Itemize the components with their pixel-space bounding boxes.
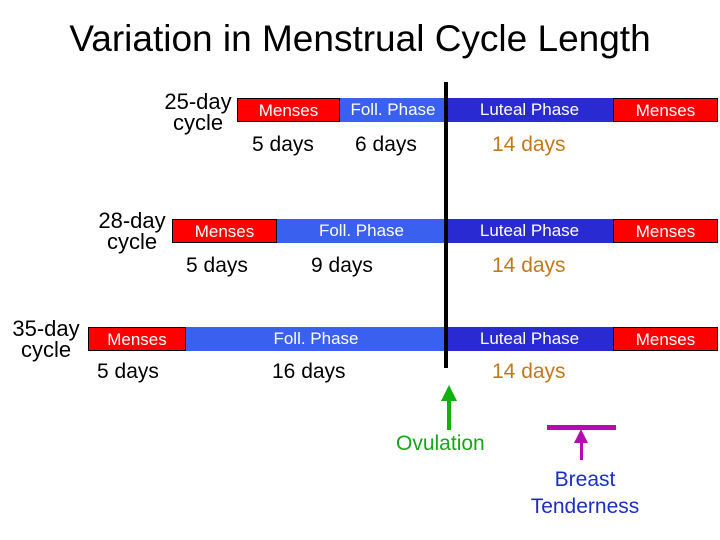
cycle-label-28: 28-day cycle <box>92 208 172 254</box>
luteal-bar-28: Luteal Phase <box>446 219 613 243</box>
breast-tenderness-label: Breast Tenderness <box>515 466 655 520</box>
menses-bar-35: Menses <box>88 327 186 351</box>
follicular-bar-35: Foll. Phase <box>186 327 446 351</box>
luteal-days-25: 14 days <box>492 133 566 156</box>
luteal-days-28: 14 days <box>492 254 566 277</box>
breast-tenderness-label-line1: Breast <box>554 468 616 491</box>
breast-tenderness-range-bar <box>547 425 616 430</box>
cycle-label-28-line1: 28-day <box>98 208 166 233</box>
follicular-bar-28: Foll. Phase <box>277 219 446 243</box>
luteal-bar-35: Luteal Phase <box>446 327 613 351</box>
ovulation-arrow-icon <box>441 385 457 401</box>
cycle-label-25-line1: 25-day <box>164 89 232 114</box>
cycle-label-25-line2: cycle <box>172 110 224 135</box>
luteal-bar-25: Luteal Phase <box>446 98 613 122</box>
menses-next-bar-25: Menses <box>613 98 718 122</box>
page-title: Variation in Menstrual Cycle Length <box>69 18 651 59</box>
ovulation-divider-line <box>444 82 448 368</box>
menses-next-bar-35: Menses <box>613 327 718 351</box>
cycle-label-35-line2: cycle <box>20 337 72 362</box>
follicular-bar-25: Foll. Phase <box>340 98 446 122</box>
luteal-days-35: 14 days <box>492 360 566 383</box>
ovulation-arrow-shaft <box>447 400 451 430</box>
breast-tenderness-arrow-shaft <box>580 442 583 460</box>
follicular-days-25: 6 days <box>355 133 417 156</box>
cycle-label-28-line2: cycle <box>106 229 158 254</box>
menses-days-28: 5 days <box>186 254 248 277</box>
menses-bar-28: Menses <box>172 219 277 243</box>
cycle-label-25: 25-day cycle <box>160 89 236 135</box>
breast-tenderness-label-line2: Tenderness <box>530 495 640 518</box>
menses-next-bar-28: Menses <box>613 219 718 243</box>
cycle-label-35-line1: 35-day <box>12 316 80 341</box>
menses-days-35: 5 days <box>97 360 159 383</box>
menses-days-25: 5 days <box>252 133 314 156</box>
cycle-label-35: 35-day cycle <box>4 316 88 362</box>
breast-tenderness-arrow-icon <box>574 429 588 443</box>
ovulation-label: Ovulation <box>396 432 485 455</box>
menses-bar-25: Menses <box>237 98 340 122</box>
follicular-days-28: 9 days <box>311 254 373 277</box>
follicular-days-35: 16 days <box>272 360 346 383</box>
